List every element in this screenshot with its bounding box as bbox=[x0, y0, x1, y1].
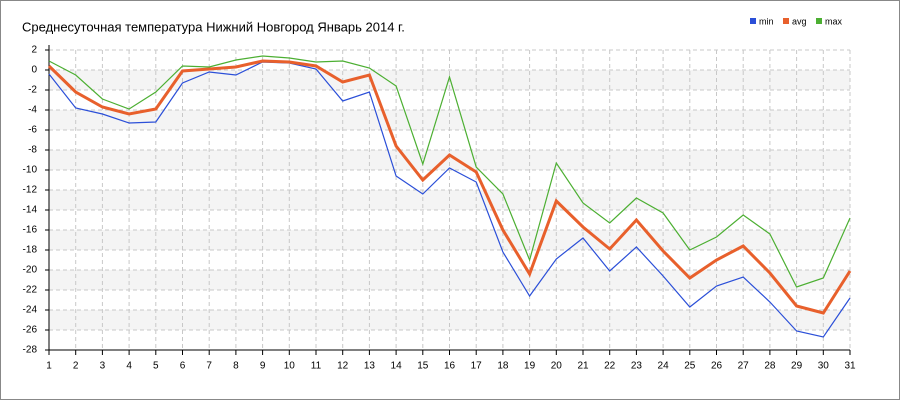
y-tick-label: -2 bbox=[28, 85, 37, 96]
x-tick-label: 15 bbox=[417, 361, 429, 372]
x-tick-label: 13 bbox=[364, 361, 376, 372]
series-line bbox=[48, 55, 851, 288]
series-line bbox=[47, 59, 852, 315]
x-tick-label: 7 bbox=[206, 361, 212, 372]
x-tick-label: 16 bbox=[444, 361, 456, 372]
x-tick-label: 19 bbox=[524, 361, 536, 372]
x-tick-label: 26 bbox=[711, 361, 723, 372]
y-tick-label: 0 bbox=[31, 65, 37, 76]
x-tick-label: 8 bbox=[233, 361, 239, 372]
x-tick-label: 2 bbox=[73, 361, 79, 372]
x-tick-label: 29 bbox=[791, 361, 803, 372]
legend-swatch bbox=[783, 18, 789, 24]
y-tick-label: -6 bbox=[28, 125, 37, 136]
x-tick-label: 14 bbox=[391, 361, 403, 372]
legend-swatch bbox=[816, 18, 822, 24]
legend-label: min bbox=[759, 16, 774, 26]
y-tick-label: 2 bbox=[31, 45, 37, 56]
x-tick-label: 4 bbox=[126, 361, 132, 372]
x-tick-label: 25 bbox=[684, 361, 696, 372]
y-tick-label: -26 bbox=[23, 325, 38, 336]
y-tick-label: -20 bbox=[23, 265, 38, 276]
y-tick-label: -18 bbox=[23, 245, 38, 256]
x-tick-label: 1 bbox=[46, 361, 52, 372]
y-tick-label: -4 bbox=[28, 105, 37, 116]
band bbox=[49, 270, 850, 290]
x-tick-label: 23 bbox=[631, 361, 643, 372]
band bbox=[49, 150, 850, 170]
y-tick-label: -28 bbox=[23, 345, 38, 356]
x-tick-label: 27 bbox=[738, 361, 750, 372]
x-tick-label: 18 bbox=[497, 361, 509, 372]
x-tick-label: 17 bbox=[471, 361, 483, 372]
x-tick-label: 28 bbox=[764, 361, 776, 372]
x-tick-label: 21 bbox=[577, 361, 589, 372]
y-tick-label: -16 bbox=[23, 225, 38, 236]
x-tick-label: 12 bbox=[337, 361, 349, 372]
x-tick-label: 20 bbox=[551, 361, 563, 372]
y-tick-label: -24 bbox=[23, 305, 38, 316]
y-tick-label: -22 bbox=[23, 285, 38, 296]
chart-title: Среднесуточная температура Нижний Новгор… bbox=[22, 19, 405, 34]
y-tick-label: -12 bbox=[23, 185, 38, 196]
x-tick-label: 24 bbox=[658, 361, 670, 372]
x-tick-label: 22 bbox=[604, 361, 616, 372]
legend-swatch bbox=[750, 18, 756, 24]
y-tick-label: -8 bbox=[28, 145, 37, 156]
x-tick-label: 5 bbox=[153, 361, 159, 372]
legend-label: avg bbox=[792, 16, 807, 26]
x-tick-label: 30 bbox=[818, 361, 830, 372]
x-tick-label: 11 bbox=[311, 361, 322, 372]
x-tick-label: 10 bbox=[284, 361, 296, 372]
legend-label: max bbox=[825, 16, 843, 26]
series-line bbox=[48, 61, 851, 338]
x-tick-label: 9 bbox=[260, 361, 266, 372]
x-tick-label: 31 bbox=[844, 361, 856, 372]
x-tick-label: 3 bbox=[100, 361, 106, 372]
x-tick-label: 6 bbox=[180, 361, 186, 372]
y-tick-label: -10 bbox=[23, 165, 38, 176]
y-tick-label: -14 bbox=[23, 205, 38, 216]
